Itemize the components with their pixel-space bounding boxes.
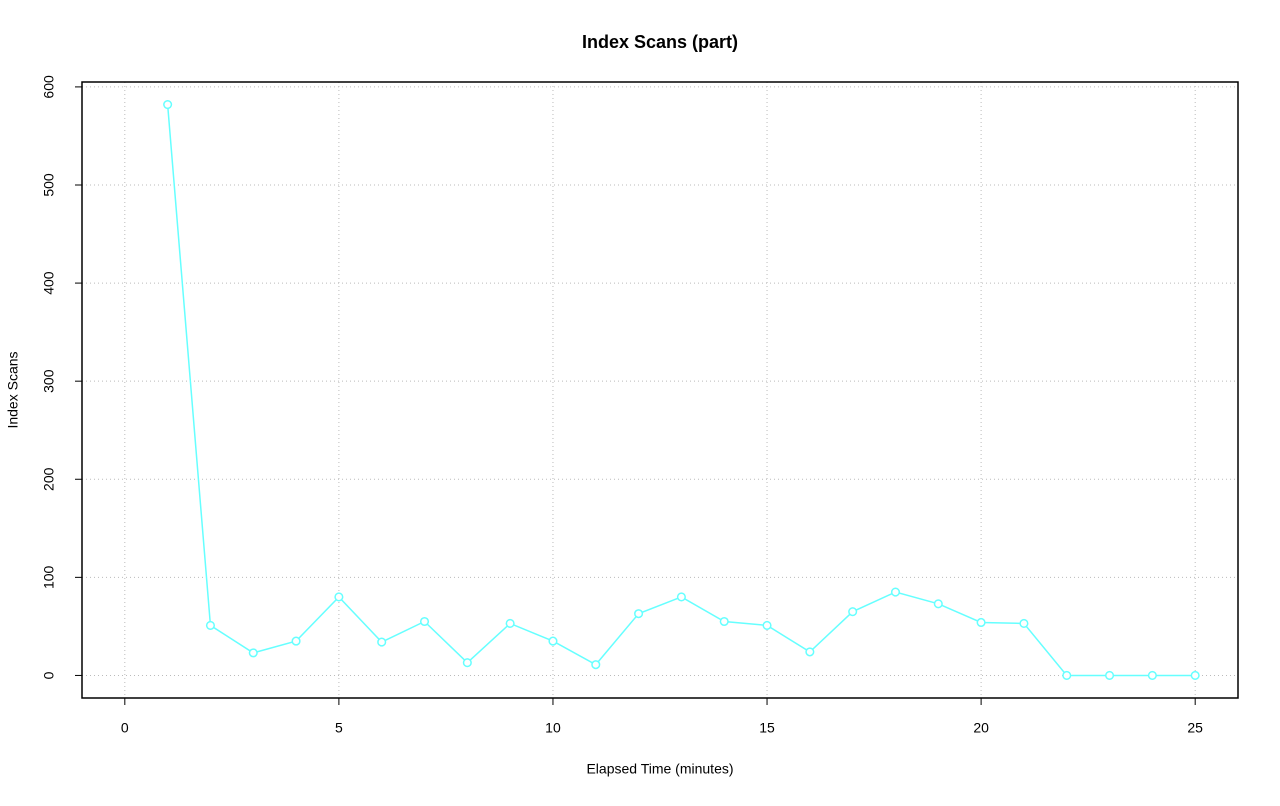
chart-title: Index Scans (part) xyxy=(582,32,738,52)
data-point xyxy=(719,616,729,627)
y-tick-label: 400 xyxy=(41,271,57,295)
data-point xyxy=(163,100,173,110)
data-point xyxy=(805,647,815,657)
y-axis-label: Index Scans xyxy=(5,351,21,428)
data-point xyxy=(976,617,986,628)
data-point xyxy=(419,616,430,627)
series-line xyxy=(166,104,1196,677)
data-point xyxy=(462,658,472,668)
data-point xyxy=(676,592,686,602)
data-point xyxy=(377,637,387,647)
x-tick-label: 0 xyxy=(121,720,129,736)
data-point xyxy=(634,609,644,619)
data-point xyxy=(933,599,943,609)
x-tick-label: 20 xyxy=(973,720,989,736)
data-point xyxy=(291,636,301,646)
data-point xyxy=(1019,618,1029,629)
data-point xyxy=(1190,670,1200,680)
data-point xyxy=(848,607,858,617)
y-tick-label: 600 xyxy=(41,75,57,99)
data-point xyxy=(505,618,515,629)
data-point xyxy=(1062,670,1072,680)
data-point xyxy=(334,592,344,602)
x-tick-label: 5 xyxy=(335,720,343,736)
data-point xyxy=(1105,670,1115,680)
y-tick-label: 200 xyxy=(41,467,57,491)
data-point xyxy=(890,587,901,597)
y-tick-label: 0 xyxy=(41,671,57,679)
x-tick-label: 15 xyxy=(759,720,775,736)
plot-frame xyxy=(81,81,1239,699)
data-point xyxy=(205,620,215,630)
data-point xyxy=(1147,670,1157,680)
data-point xyxy=(548,636,558,646)
data-point xyxy=(591,660,601,670)
data-point xyxy=(762,620,772,630)
x-tick-label: 25 xyxy=(1187,720,1203,736)
data-point xyxy=(248,648,258,658)
x-axis-label: Elapsed Time (minutes) xyxy=(586,761,733,777)
y-tick-label: 300 xyxy=(41,369,57,393)
y-tick-label: 500 xyxy=(41,173,57,197)
x-tick-label: 10 xyxy=(545,720,561,736)
y-tick-label: 100 xyxy=(41,565,57,589)
